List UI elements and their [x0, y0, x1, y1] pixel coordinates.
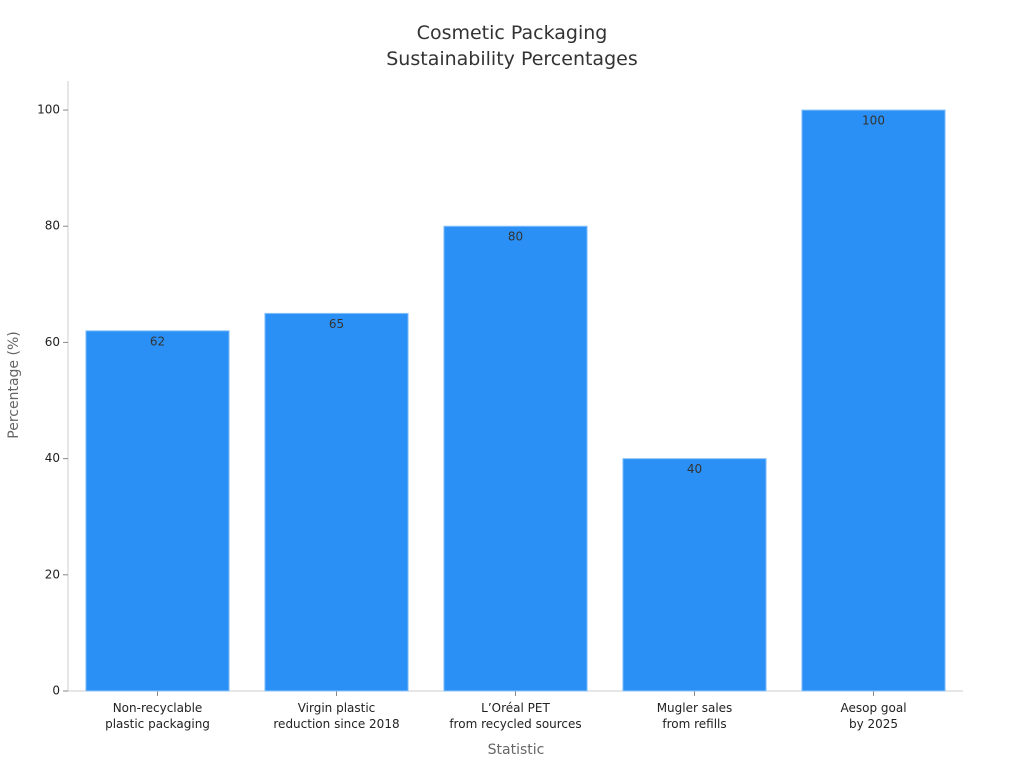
- y-axis-label: Percentage (%): [6, 331, 22, 438]
- value-label: 80: [508, 230, 523, 244]
- bar: [622, 458, 767, 692]
- x-axis-label: Statistic: [488, 742, 545, 758]
- y-tick-label: 20: [45, 567, 60, 581]
- y-tick-label: 80: [45, 219, 60, 233]
- value-label: 100: [862, 114, 885, 128]
- y-tick-label: 60: [45, 335, 60, 349]
- y-tick-label: 100: [37, 103, 60, 117]
- x-tick-label: L’Oréal PET from recycled sources: [449, 701, 581, 731]
- bar: [443, 225, 588, 692]
- chart-title: Cosmetic Packaging Sustainability Percent…: [386, 22, 637, 70]
- x-tick-label: Mugler sales from refills: [657, 701, 733, 731]
- y-tick-label: 0: [52, 684, 60, 698]
- x-tick-label: Virgin plastic reduction since 2018: [273, 701, 399, 731]
- value-label: 65: [329, 317, 344, 331]
- x-tick-label: Aesop goal by 2025: [840, 701, 906, 731]
- value-label: 62: [150, 334, 165, 348]
- y-tick-label: 40: [45, 451, 60, 465]
- bar: [85, 330, 230, 692]
- value-label: 40: [687, 462, 702, 476]
- x-tick-label: Non-recyclable plastic packaging: [105, 701, 210, 731]
- bar: [264, 312, 409, 692]
- bar: [801, 109, 946, 692]
